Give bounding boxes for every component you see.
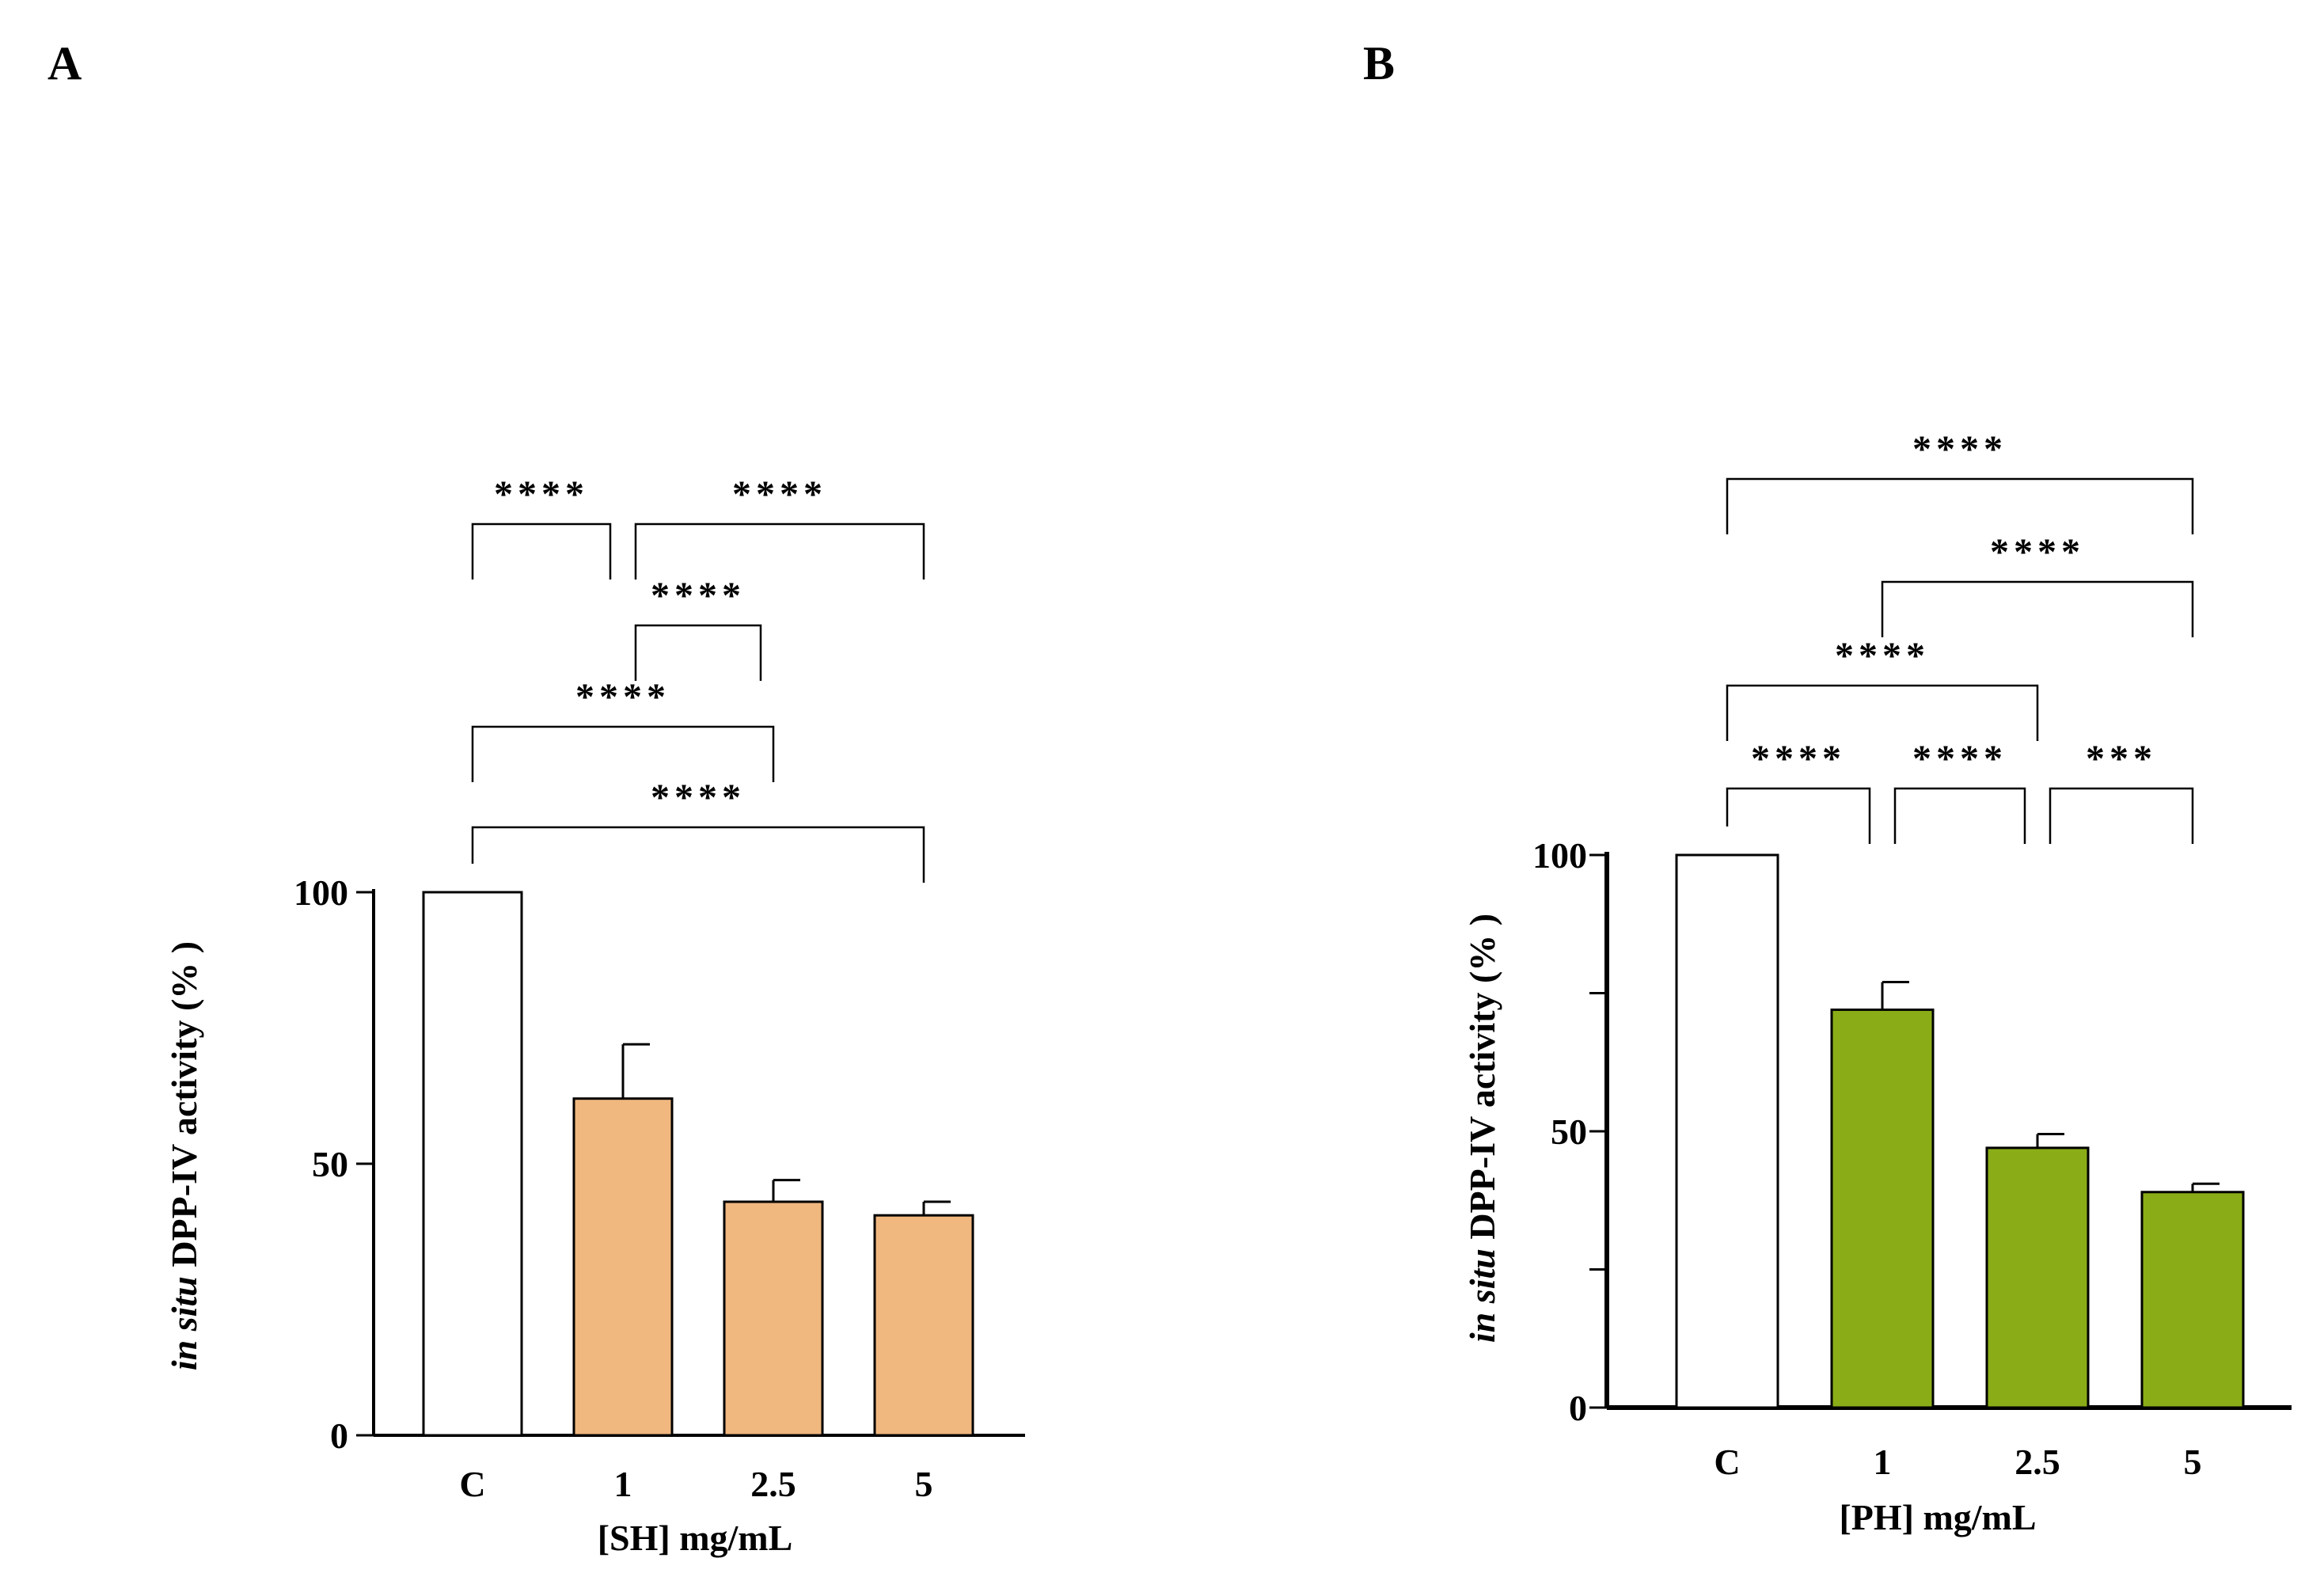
significance-bracket: [1726, 787, 1871, 844]
significance-bracket: [1726, 684, 2039, 741]
significance-bracket: [471, 522, 612, 580]
bar: [1675, 853, 1779, 1409]
y-axis-label: in situ DPP-IV activity (% ): [1462, 914, 1502, 1343]
y-axis-label-italic: in situ: [164, 1276, 204, 1370]
significance-bracket: [1893, 787, 2026, 844]
bar: [1830, 1008, 1935, 1409]
significance-bracket: [471, 826, 925, 883]
bar: [2140, 1191, 2245, 1409]
panel-b: B in situ DPP-IV activity (% ) [PH] mg/m…: [1363, 37, 2292, 1537]
significance-stars: ****: [1990, 531, 2085, 573]
bar: [723, 1200, 824, 1437]
y-axis-label: in situ DPP-IV activity (% ): [164, 941, 204, 1370]
significance-stars: ****: [1835, 635, 1930, 677]
significance-stars: ****: [732, 473, 827, 515]
significance-stars: ****: [1912, 428, 2007, 470]
x-axis-label: [PH] mg/mL: [1839, 1497, 2036, 1537]
significance-stars: ****: [575, 676, 670, 718]
panel-a: A in situ DPP-IV activity (% ) [SH] mg/m…: [47, 37, 1025, 1558]
x-tick-label: C: [1714, 1442, 1740, 1482]
x-tick-label: 2.5: [750, 1464, 796, 1504]
y-tick-label: 0: [330, 1416, 348, 1456]
x-tick-label: 2.5: [2015, 1442, 2060, 1482]
significance-bracket: [634, 522, 925, 580]
significance-stars: ****: [651, 575, 746, 617]
significance-bracket: [634, 624, 762, 681]
panel-label: A: [47, 37, 82, 89]
bar: [1985, 1146, 2090, 1409]
panel-label: B: [1363, 37, 1395, 89]
significance-stars: ****: [494, 473, 589, 515]
y-axis-label-text: DPP-IV activity (% ): [164, 941, 204, 1276]
x-tick-label: 5: [915, 1464, 933, 1504]
significance-bracket: [471, 725, 775, 782]
x-tick-label: C: [459, 1464, 485, 1504]
bar: [422, 891, 523, 1437]
x-axis-label: [SH] mg/mL: [598, 1518, 793, 1558]
y-tick-label: 50: [312, 1144, 348, 1184]
significance-stars: ****: [1751, 738, 1846, 780]
x-tick-label: 1: [1874, 1442, 1892, 1482]
significance-bracket: [1726, 477, 2194, 534]
y-tick-label: 0: [1569, 1388, 1587, 1428]
significance-stars: ****: [1912, 738, 2007, 780]
y-axis-label-italic: in situ: [1462, 1248, 1502, 1343]
y-tick-label: 100: [1532, 835, 1587, 876]
y-tick-label: 50: [1551, 1112, 1587, 1152]
y-tick-label: 100: [294, 872, 348, 913]
bar: [572, 1097, 674, 1437]
bar: [873, 1214, 974, 1437]
significance-bracket: [2049, 787, 2194, 844]
x-tick-label: 1: [614, 1464, 632, 1504]
significance-stars: ***: [2086, 738, 2157, 780]
significance-stars: ****: [651, 777, 746, 819]
significance-bracket: [1881, 580, 2194, 637]
y-axis-label-text: DPP-IV activity (% ): [1462, 914, 1502, 1248]
x-tick-label: 5: [2184, 1442, 2202, 1482]
